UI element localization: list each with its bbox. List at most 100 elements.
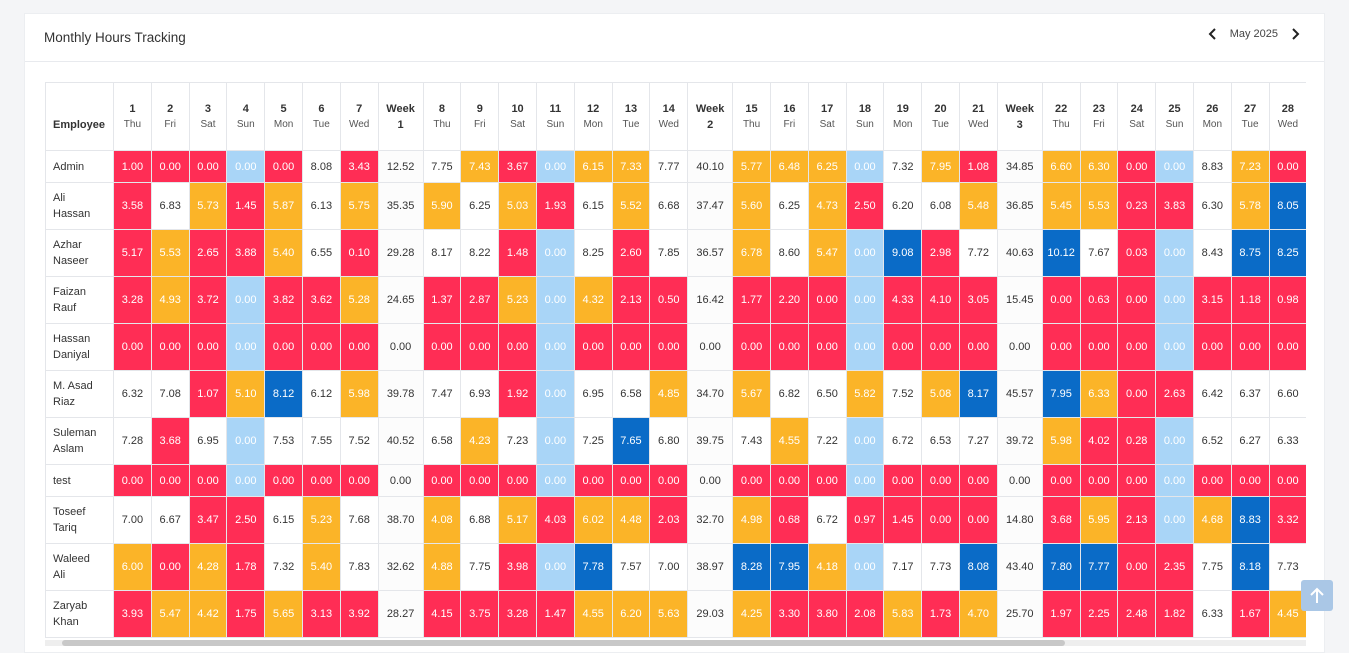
month-nav: May 2025 <box>1208 28 1300 40</box>
hours-cell: 1.47 <box>535 590 575 638</box>
hours-cell: 0.00 <box>226 323 266 371</box>
hours-cell: 8.75 <box>1230 229 1270 277</box>
hours-cell: 0.00 <box>732 323 771 371</box>
hours-cell: 3.13 <box>301 590 341 638</box>
employee-name: Zaryab Khan <box>45 590 114 638</box>
hours-cell: 0.00 <box>1117 323 1157 371</box>
hours-cell: 0.00 <box>1117 370 1157 418</box>
hours-cell: 0.00 <box>498 464 537 497</box>
employee-name: M. Asad Riaz <box>45 370 114 418</box>
hours-cell: 0.00 <box>1268 464 1306 497</box>
hours-cell: 7.55 <box>301 417 341 465</box>
hours-cell: 2.98 <box>921 229 960 277</box>
column-sub: 1 <box>397 118 404 131</box>
hours-cell: 6.08 <box>921 182 960 230</box>
day-header: 27 Tue <box>1230 82 1270 151</box>
scrollbar[interactable] <box>45 640 1306 646</box>
scroll-thumb[interactable] <box>62 640 1065 646</box>
hours-cell: 7.53 <box>264 417 303 465</box>
week-total: 0.00 <box>687 323 734 371</box>
hours-cell: 8.17 <box>422 229 462 277</box>
hours-cell: 0.00 <box>1155 150 1194 183</box>
next-month[interactable] <box>1290 28 1300 40</box>
hours-cell: 2.20 <box>769 276 809 324</box>
column-label: 6 <box>318 102 325 115</box>
hours-cell: 3.15 <box>1192 276 1232 324</box>
column-sub: Fri <box>783 118 796 130</box>
hours-cell: 0.00 <box>188 464 228 497</box>
week-total: 16.42 <box>687 276 734 324</box>
hours-cell: 0.00 <box>422 464 462 497</box>
hours-cell: 0.00 <box>264 464 303 497</box>
employee-row: Ali Hassan 3.58 6.83 5.73 1.45 5.87 6.13 5.75 35… <box>45 182 1306 230</box>
week-total: 32.70 <box>687 496 734 544</box>
day-header: 24 Sat <box>1117 82 1157 151</box>
hours-cell: 0.00 <box>1079 323 1119 371</box>
day-header: 17 Sat <box>807 82 847 151</box>
hours-cell: 6.12 <box>301 370 341 418</box>
column-sub: Sat <box>819 118 835 130</box>
hours-cell: 6.13 <box>301 182 341 230</box>
day-header: 12 Mon <box>573 82 613 151</box>
hours-cell: 4.33 <box>883 276 923 324</box>
column-label: 27 <box>1243 102 1257 115</box>
hours-cell: 0.00 <box>226 417 266 465</box>
column-label: 24 <box>1130 102 1143 115</box>
hours-cell: 3.83 <box>1155 182 1194 230</box>
hours-cell: 0.03 <box>1117 229 1157 277</box>
hours-cell: 0.00 <box>535 229 575 277</box>
hours-cell: 3.68 <box>1041 496 1081 544</box>
hours-cell: 6.15 <box>573 150 613 183</box>
hours-cell: 5.40 <box>264 229 303 277</box>
hours-cell: 0.00 <box>226 276 266 324</box>
hours-cell: 5.10 <box>226 370 266 418</box>
column-sub: Wed <box>1277 118 1299 130</box>
day-header: 22 Thu <box>1041 82 1081 151</box>
hours-cell: 3.98 <box>498 543 537 591</box>
hours-cell: 6.95 <box>188 417 228 465</box>
hours-cell: 4.93 <box>150 276 190 324</box>
hours-cell: 0.00 <box>883 323 923 371</box>
column-label: Week <box>386 102 415 115</box>
hours-cell: 0.68 <box>769 496 809 544</box>
scroll-top-button[interactable] <box>1301 580 1333 611</box>
hours-cell: 8.22 <box>460 229 500 277</box>
hours-cell: 2.87 <box>460 276 500 324</box>
week-total: 40.52 <box>377 417 424 465</box>
week-total: 38.70 <box>377 496 424 544</box>
day-header: 15 Thu <box>732 82 771 151</box>
employee-row: Azhar Naseer 5.17 5.53 2.65 3.88 5.40 6.55 0.10… <box>45 229 1306 277</box>
month-label: May 2025 <box>1229 28 1278 40</box>
hours-cell: 0.00 <box>958 464 998 497</box>
week-total: 15.45 <box>996 276 1043 324</box>
hours-cell: 7.52 <box>339 417 379 465</box>
prev-month[interactable] <box>1208 28 1218 40</box>
hours-cell: 6.25 <box>807 150 847 183</box>
hours-cell: 1.45 <box>883 496 923 544</box>
hours-cell: 0.00 <box>1155 417 1194 465</box>
hours-cell: 3.47 <box>188 496 228 544</box>
hours-cell: 0.00 <box>150 323 190 371</box>
hours-cell: 8.08 <box>301 150 341 183</box>
hours-cell: 5.17 <box>113 229 152 277</box>
hours-cell: 0.00 <box>1230 323 1270 371</box>
hours-cell: 3.68 <box>150 417 190 465</box>
employee-row: Toseef Tariq 7.00 6.67 3.47 2.50 6.15 5.23 7.68… <box>45 496 1306 544</box>
hours-cell: 7.33 <box>611 150 651 183</box>
hours-cell: 1.77 <box>732 276 771 324</box>
hours-cell: 0.00 <box>460 323 500 371</box>
week-total: 36.57 <box>687 229 734 277</box>
hours-cell: 4.73 <box>807 182 847 230</box>
column-label: 7 <box>356 102 363 115</box>
hours-cell: 4.88 <box>422 543 462 591</box>
hours-table: Employee 1 Thu 2 Fri 3 Sat 4 Sun 5 Mon 6 Tue 7 Wed Week… <box>45 82 1306 638</box>
hours-cell: 6.67 <box>150 496 190 544</box>
hours-cell: 1.00 <box>113 150 152 183</box>
hours-cell: 3.43 <box>339 150 379 183</box>
hours-cell: 6.33 <box>1268 417 1306 465</box>
hours-cell: 0.00 <box>1155 464 1194 497</box>
column-sub: Mon <box>1202 118 1223 130</box>
hours-cell: 5.83 <box>883 590 923 638</box>
hours-cell: 5.48 <box>958 182 998 230</box>
hours-cell: 0.00 <box>732 464 771 497</box>
